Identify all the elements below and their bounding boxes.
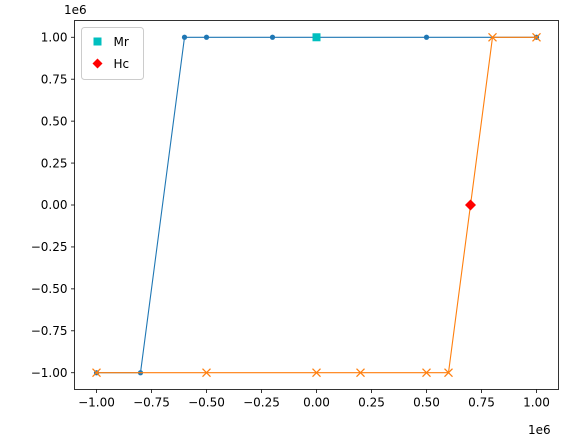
series-3 xyxy=(465,199,476,211)
legend-label: Hc xyxy=(114,57,130,71)
x-tick-label: −1.00 xyxy=(78,396,115,410)
data-point xyxy=(203,34,210,40)
y-tick-label: −1.00 xyxy=(31,366,68,380)
data-point xyxy=(312,33,321,42)
data-point xyxy=(488,32,497,42)
x-tick-label: 0.50 xyxy=(413,396,440,410)
series-line xyxy=(96,36,537,374)
legend: Mr Hc xyxy=(81,27,144,80)
y-tick-label: −0.50 xyxy=(31,282,68,296)
series-line xyxy=(96,36,537,374)
series-2 xyxy=(312,33,321,42)
data-point xyxy=(269,34,276,40)
y-axis: −1.00 −0.75 −0.50 −0.25 0.00 0.25 0.50 0.75 1.00 xyxy=(31,30,75,380)
y-tick-label: −0.25 xyxy=(31,240,68,254)
y-tick-label: 0.75 xyxy=(41,72,68,86)
data-point xyxy=(444,368,453,378)
data-point xyxy=(422,368,431,378)
data-point xyxy=(92,368,101,378)
y-tick-label: −0.75 xyxy=(31,324,68,338)
data-point xyxy=(92,58,103,69)
series-layer xyxy=(92,32,541,378)
data-point xyxy=(532,32,541,42)
data-point xyxy=(356,368,365,378)
x-tick-label: 0.00 xyxy=(303,396,330,410)
x-tick-label: 1.00 xyxy=(523,396,550,410)
data-point xyxy=(312,368,321,378)
data-point xyxy=(181,34,188,40)
series-1 xyxy=(92,32,541,378)
x-tick-label: −0.25 xyxy=(243,396,280,410)
data-point xyxy=(93,37,102,46)
y-offset-label: 1e6 xyxy=(64,3,87,17)
x-offset-label: 1e6 xyxy=(528,423,551,437)
legend-box xyxy=(81,27,144,80)
y-tick-label: 0.00 xyxy=(41,198,68,212)
x-tick-label: −0.75 xyxy=(133,396,170,410)
x-tick-label: −0.50 xyxy=(188,396,225,410)
x-tick-label: 0.75 xyxy=(468,396,495,410)
y-tick-label: 0.25 xyxy=(41,156,68,170)
data-point xyxy=(423,34,430,40)
legend-label: Mr xyxy=(114,35,129,49)
x-tick-label: 0.25 xyxy=(358,396,385,410)
data-point xyxy=(465,199,476,211)
data-point xyxy=(202,368,211,378)
y-tick-label: 1.00 xyxy=(41,30,68,44)
x-axis: −1.00 −0.75 −0.50 −0.25 0.00 0.25 0.50 0.75 1.00 xyxy=(78,389,550,410)
y-tick-label: 0.50 xyxy=(41,114,68,128)
plot-background xyxy=(74,20,559,390)
